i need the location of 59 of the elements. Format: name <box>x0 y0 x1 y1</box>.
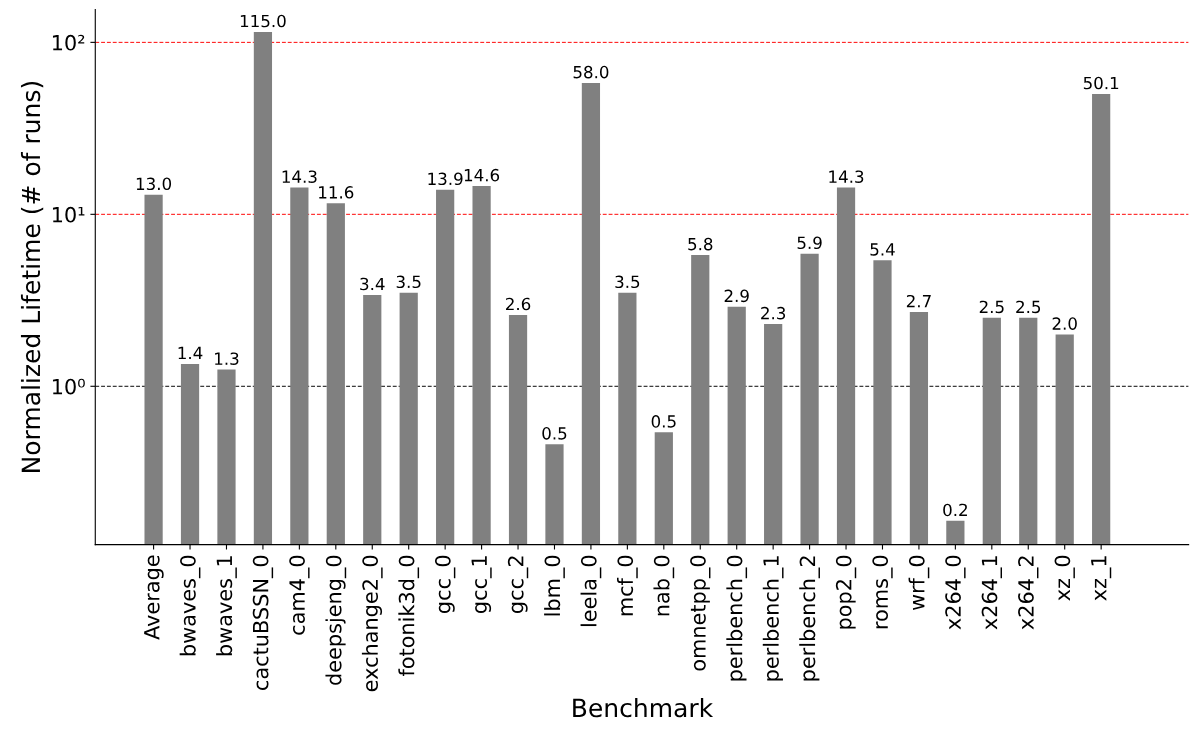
data-label: 13.9 <box>428 172 463 186</box>
data-label: 5.4 <box>870 243 895 256</box>
x-tick-label: cactuBSSN_0 <box>252 555 274 690</box>
x-tick-label: bwaves_0 <box>179 555 201 656</box>
x-tick-label: roms_0 <box>872 555 893 629</box>
x-tick-label: x264_2 <box>1018 556 1039 630</box>
x-tick-label: xz_1 <box>1091 556 1112 601</box>
x-tick-label: perlbench_0 <box>726 555 748 681</box>
x-tick-label: leela_0 <box>580 555 602 627</box>
data-label: 58.0 <box>573 65 609 79</box>
x-tick-label: xz_0 <box>1054 555 1075 601</box>
data-label: 1.3 <box>215 352 239 366</box>
data-label: 2.6 <box>506 297 531 311</box>
x-tick-label: fotonik3d_0 <box>398 555 420 677</box>
data-label: 5.8 <box>688 237 713 251</box>
data-label: 3.5 <box>615 275 640 289</box>
data-label: 14.3 <box>282 170 317 183</box>
y-tick-label: 10¹ <box>52 206 85 223</box>
x-tick-label: gcc_2 <box>507 556 529 614</box>
data-label: 2.5 <box>979 300 1004 314</box>
x-tick-label: x264_1 <box>981 556 1002 630</box>
data-label: 14.6 <box>464 168 500 182</box>
x-tick-label: omnetpp_0 <box>690 555 711 671</box>
data-label: 3.4 <box>360 277 385 291</box>
data-label: 2.7 <box>906 294 931 308</box>
data-label: 13.0 <box>136 177 172 191</box>
x-tick-label: exchange2_0 <box>361 555 383 692</box>
data-label: 0.5 <box>651 415 676 428</box>
data-label: 11.6 <box>319 186 354 199</box>
data-label: 0.5 <box>542 427 567 440</box>
x-tick-label: wrf_0 <box>908 555 930 611</box>
x-tick-label: gcc_0 <box>434 555 456 614</box>
y-tick-label: 10⁰ <box>52 378 85 395</box>
x-tick-label: x264_0 <box>945 555 966 630</box>
x-tick-label: deepsjeng_0 <box>325 555 347 685</box>
x-tick-label: gcc_1 <box>471 556 492 614</box>
data-label: 2.3 <box>761 306 786 320</box>
x-tick-label: lbm_0 <box>544 555 565 616</box>
data-label: 2.5 <box>1016 300 1041 314</box>
y-axis-title: Normalized Lifetime (# of runs) <box>20 81 44 472</box>
data-label: 2.9 <box>724 289 749 303</box>
x-tick-label: pop2_0 <box>835 555 857 629</box>
data-label: 0.2 <box>943 503 967 517</box>
x-tick-label: Average <box>144 555 164 640</box>
y-tick-label: 10² <box>52 34 85 51</box>
x-tick-label: perlbench_1 <box>762 556 784 681</box>
x-axis-title: Benchmark <box>573 697 714 718</box>
data-label: 1.4 <box>178 346 203 360</box>
x-tick-label: mcf_0 <box>617 555 638 616</box>
x-tick-label: cam4_0 <box>289 555 310 635</box>
data-label: 2.0 <box>1052 317 1077 330</box>
data-label: 115.0 <box>240 14 286 28</box>
data-label: 50.1 <box>1083 76 1119 90</box>
x-tick-label: nab_0 <box>653 555 675 616</box>
x-tick-label: bwaves_1 <box>216 556 237 656</box>
data-label: 14.3 <box>829 170 864 183</box>
data-label: 5.9 <box>797 236 822 250</box>
data-label: 3.5 <box>396 275 421 289</box>
x-tick-label: perlbench_2 <box>799 556 820 681</box>
